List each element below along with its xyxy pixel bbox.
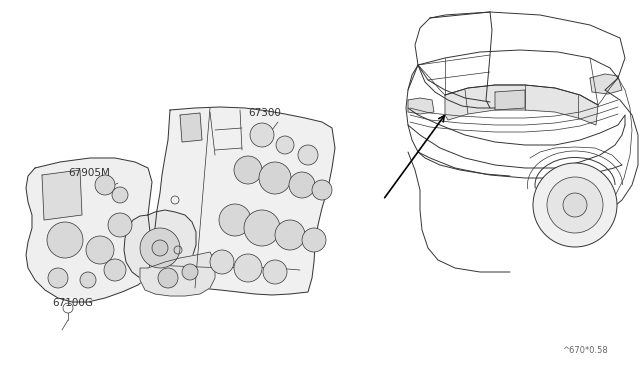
- Polygon shape: [124, 210, 196, 283]
- Text: 67905M: 67905M: [68, 168, 110, 178]
- Circle shape: [275, 220, 305, 250]
- Circle shape: [63, 303, 73, 313]
- Text: 67300: 67300: [248, 108, 281, 118]
- Circle shape: [112, 187, 128, 203]
- Circle shape: [259, 162, 291, 194]
- Circle shape: [47, 222, 83, 258]
- Circle shape: [263, 260, 287, 284]
- Circle shape: [158, 268, 178, 288]
- Circle shape: [108, 213, 132, 237]
- Circle shape: [547, 177, 603, 233]
- Polygon shape: [445, 85, 598, 125]
- Circle shape: [210, 250, 234, 274]
- Polygon shape: [180, 113, 202, 142]
- Circle shape: [276, 136, 294, 154]
- Polygon shape: [408, 98, 434, 114]
- Circle shape: [298, 145, 318, 165]
- Circle shape: [312, 180, 332, 200]
- Circle shape: [250, 123, 274, 147]
- Circle shape: [234, 156, 262, 184]
- Circle shape: [234, 254, 262, 282]
- Circle shape: [86, 236, 114, 264]
- Circle shape: [80, 272, 96, 288]
- Circle shape: [533, 163, 617, 247]
- Circle shape: [302, 228, 326, 252]
- Text: ^670*0.58: ^670*0.58: [563, 346, 608, 355]
- Polygon shape: [495, 90, 525, 110]
- Polygon shape: [26, 158, 155, 302]
- Circle shape: [244, 210, 280, 246]
- Circle shape: [182, 264, 198, 280]
- Circle shape: [95, 175, 115, 195]
- Polygon shape: [148, 107, 335, 295]
- Circle shape: [219, 204, 251, 236]
- Circle shape: [140, 228, 180, 268]
- Polygon shape: [42, 170, 82, 220]
- Polygon shape: [140, 252, 215, 296]
- Circle shape: [289, 172, 315, 198]
- Polygon shape: [590, 74, 622, 94]
- Circle shape: [104, 259, 126, 281]
- Circle shape: [48, 268, 68, 288]
- Circle shape: [152, 240, 168, 256]
- Text: 67100G: 67100G: [52, 298, 93, 308]
- Circle shape: [563, 193, 587, 217]
